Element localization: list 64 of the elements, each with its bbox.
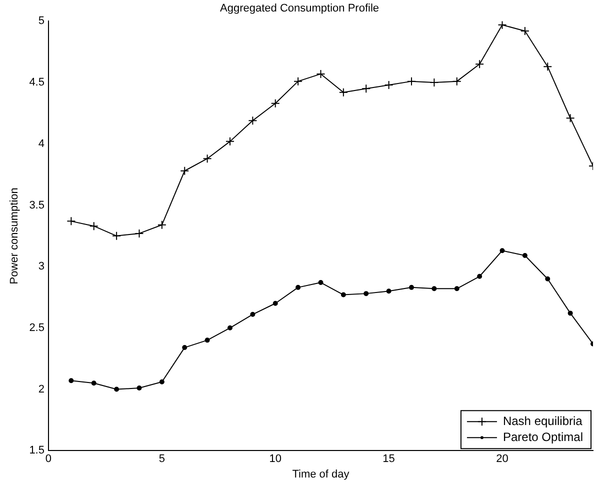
point	[520, 26, 530, 36]
point	[227, 325, 232, 330]
point	[136, 386, 142, 391]
point	[66, 216, 76, 226]
y-tick-label: 3.5	[29, 199, 44, 212]
point	[296, 284, 301, 290]
point	[430, 78, 439, 88]
point	[384, 80, 394, 90]
point	[500, 248, 505, 254]
point	[134, 228, 144, 238]
point	[159, 379, 164, 384]
x-tick-label: 10	[269, 453, 282, 466]
x-axis-title: Time of day	[292, 468, 350, 480]
point	[338, 88, 348, 97]
point	[364, 291, 369, 296]
point	[568, 310, 573, 316]
point	[452, 76, 462, 86]
point	[545, 276, 550, 282]
point	[294, 76, 303, 86]
y-tick-label: 5	[38, 15, 44, 28]
point	[272, 300, 278, 306]
point	[408, 284, 414, 290]
y-axis-title: Power consumption	[8, 188, 21, 284]
point	[498, 21, 507, 30]
point	[204, 338, 210, 343]
point	[248, 116, 258, 126]
y-tick-label: 3	[38, 260, 44, 273]
point	[406, 76, 416, 86]
y-tick-label: 4	[38, 138, 44, 150]
x-tick-label: 0	[45, 453, 52, 466]
point	[477, 274, 482, 279]
x-tick-label: 15	[382, 453, 395, 466]
point	[318, 280, 324, 286]
point	[180, 166, 190, 176]
point	[182, 345, 188, 350]
point	[454, 286, 460, 292]
point	[316, 69, 326, 78]
point	[386, 288, 392, 294]
point	[362, 84, 371, 94]
point	[340, 292, 346, 298]
chart-title: Aggregated Consumption Profile	[220, 2, 379, 15]
point	[91, 380, 96, 386]
x-tick-label: 5	[158, 453, 165, 466]
point	[114, 386, 120, 392]
point	[522, 253, 528, 258]
legend-label: Nash equilibria	[502, 414, 583, 428]
y-tick-label: 2	[38, 383, 44, 396]
point	[202, 154, 212, 164]
point	[475, 60, 484, 69]
point	[250, 312, 256, 317]
y-tick-label: 1.5	[29, 444, 44, 457]
y-tick-label: 4.5	[29, 76, 44, 89]
legend-label: Pareto Optimal	[502, 430, 584, 444]
point	[225, 136, 234, 146]
point	[68, 378, 74, 384]
point	[89, 222, 98, 231]
y-tick-label: 2.5	[29, 322, 44, 334]
point	[432, 286, 437, 292]
x-tick-label: 20	[496, 453, 508, 466]
point	[157, 220, 166, 230]
point	[270, 98, 280, 108]
point	[566, 114, 575, 123]
point	[112, 231, 122, 240]
point	[543, 62, 552, 72]
